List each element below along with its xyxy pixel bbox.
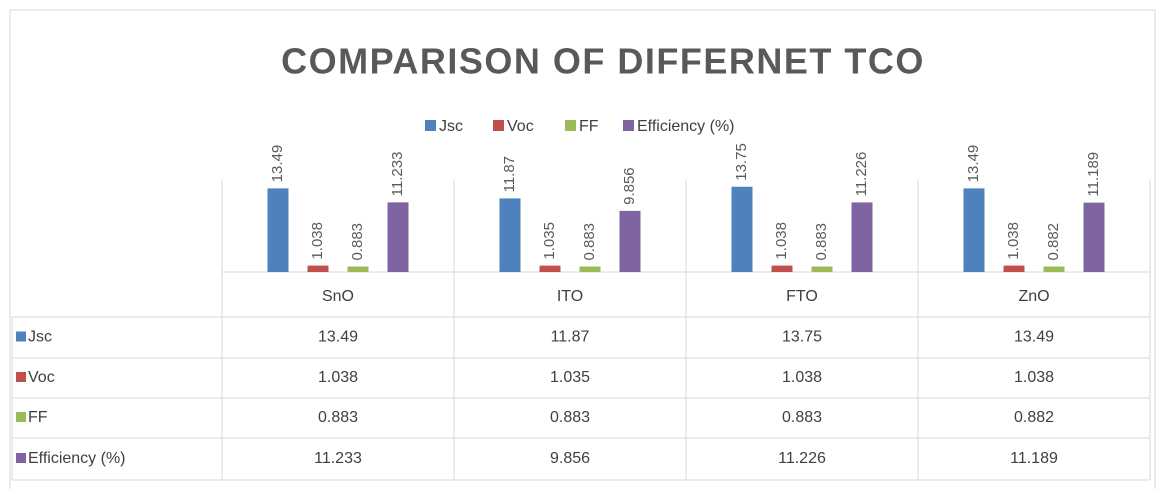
row-label: Efficiency (%) bbox=[28, 450, 126, 467]
category-label: ITO bbox=[557, 288, 583, 305]
table-value: 1.038 bbox=[1014, 369, 1054, 386]
bar bbox=[851, 202, 873, 272]
bar bbox=[1083, 202, 1105, 272]
legend-key bbox=[425, 120, 436, 131]
data-label: 0.883 bbox=[349, 223, 366, 261]
table-value: 0.882 bbox=[1014, 409, 1054, 426]
table-value: 1.038 bbox=[318, 369, 358, 386]
legend-key bbox=[623, 120, 634, 131]
chart-title: COMPARISON OF DIFFERNET TCO bbox=[281, 41, 925, 82]
table-value: 11.189 bbox=[1010, 450, 1058, 467]
legend-key bbox=[565, 120, 576, 131]
category-label: FTO bbox=[786, 288, 818, 305]
row-label: Jsc bbox=[28, 329, 52, 346]
bar bbox=[539, 265, 561, 272]
bar bbox=[731, 186, 753, 272]
legend-key bbox=[493, 120, 504, 131]
bar bbox=[771, 265, 793, 272]
data-label: 11.226 bbox=[853, 152, 870, 197]
table-value: 11.233 bbox=[314, 450, 362, 467]
bar bbox=[579, 266, 601, 272]
bar bbox=[811, 266, 833, 272]
table-value: 0.883 bbox=[318, 409, 358, 426]
bar bbox=[1043, 266, 1065, 272]
table-value: 0.883 bbox=[782, 409, 822, 426]
table-value: 13.75 bbox=[782, 329, 822, 346]
data-label: 11.233 bbox=[389, 152, 406, 197]
chart-frame bbox=[9, 9, 1156, 489]
table-value: 9.856 bbox=[550, 450, 590, 467]
legend-label: Efficiency (%) bbox=[637, 118, 735, 135]
row-label: FF bbox=[28, 409, 48, 426]
table-value: 13.49 bbox=[1014, 329, 1054, 346]
legend-key bbox=[16, 412, 26, 422]
legend-key bbox=[16, 372, 26, 382]
data-label: 1.038 bbox=[773, 222, 790, 260]
data-label: 13.49 bbox=[965, 145, 982, 183]
table-value: 1.035 bbox=[550, 369, 590, 386]
data-label: 0.882 bbox=[1045, 223, 1062, 261]
table-value: 13.49 bbox=[318, 329, 358, 346]
table-value: 1.038 bbox=[782, 369, 822, 386]
data-label: 11.189 bbox=[1085, 152, 1102, 197]
table-value: 0.883 bbox=[550, 409, 590, 426]
bar bbox=[1003, 265, 1025, 272]
table-value: 11.87 bbox=[551, 329, 590, 346]
legend-label: Jsc bbox=[439, 118, 463, 135]
bar bbox=[307, 265, 329, 272]
category-label: SnO bbox=[322, 288, 354, 305]
data-label: 1.038 bbox=[309, 222, 326, 260]
bar bbox=[267, 188, 289, 272]
bar bbox=[963, 188, 985, 272]
table-value: 11.226 bbox=[778, 450, 826, 467]
data-label: 9.856 bbox=[621, 167, 638, 205]
legend-label: FF bbox=[579, 118, 599, 135]
data-label: 0.883 bbox=[813, 223, 830, 261]
legend-key bbox=[16, 331, 26, 342]
data-label: 13.75 bbox=[733, 143, 750, 181]
legend-key bbox=[16, 453, 26, 463]
bar bbox=[387, 202, 409, 272]
data-label: 11.87 bbox=[501, 156, 518, 192]
legend-label: Voc bbox=[507, 118, 534, 135]
bar bbox=[499, 198, 521, 272]
data-label: 0.883 bbox=[581, 223, 598, 261]
bar bbox=[619, 210, 641, 272]
row-label: Voc bbox=[28, 369, 55, 386]
data-label: 1.038 bbox=[1005, 222, 1022, 260]
data-label: 13.49 bbox=[269, 145, 286, 183]
data-label: 1.035 bbox=[541, 222, 558, 260]
category-label: ZnO bbox=[1018, 288, 1049, 305]
bar bbox=[347, 266, 369, 272]
